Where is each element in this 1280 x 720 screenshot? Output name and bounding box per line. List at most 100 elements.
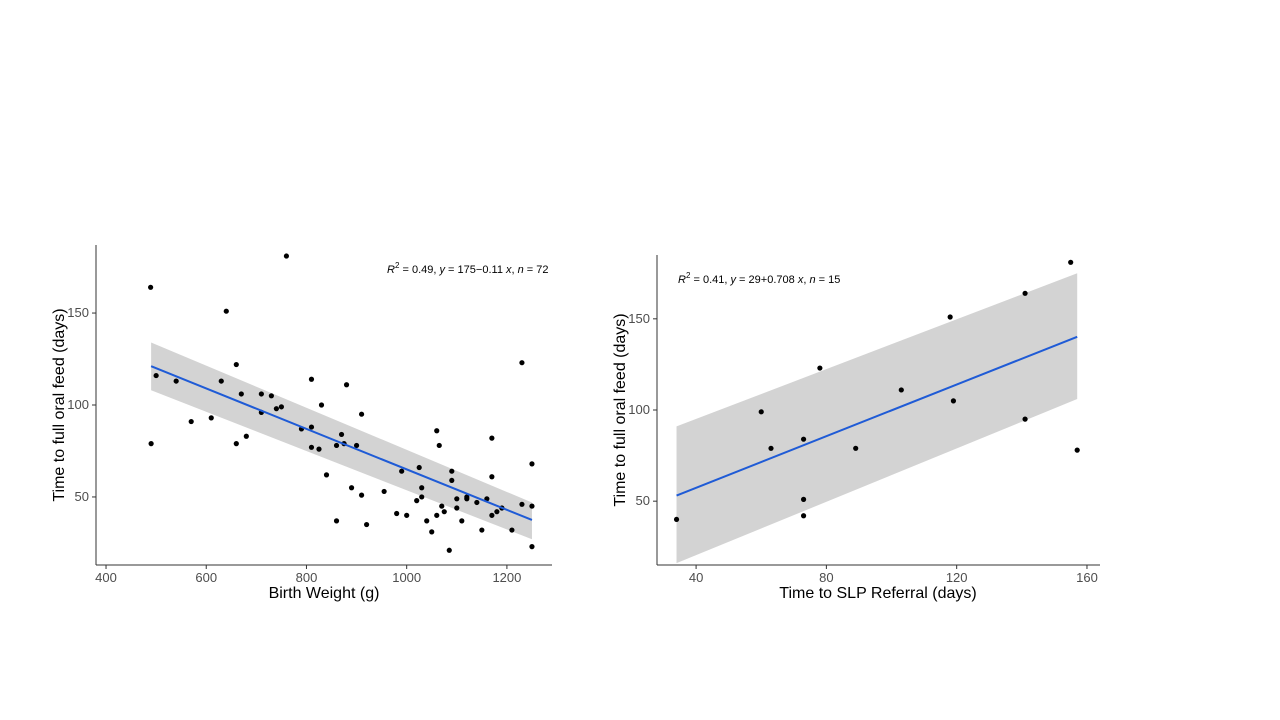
p2-y-ticks: 50 100 150 bbox=[628, 311, 657, 508]
p1-data-point bbox=[188, 418, 194, 425]
p1-data-point bbox=[454, 505, 460, 511]
p1-data-point bbox=[333, 518, 340, 524]
p1-points bbox=[148, 253, 535, 553]
p1-data-point bbox=[308, 444, 315, 450]
p1-data-point bbox=[489, 512, 495, 518]
p1-data-point bbox=[233, 361, 239, 368]
p2-regression-line bbox=[676, 335, 1078, 497]
p1-data-point bbox=[358, 492, 365, 498]
p1-data-point bbox=[484, 496, 490, 502]
p1-data-point bbox=[449, 468, 455, 474]
p2-stat-label: R2 = 0.41, y = 29+0.708 x, n = 15 bbox=[678, 271, 840, 286]
p2-data-point bbox=[947, 314, 953, 320]
p1-data-point bbox=[439, 503, 445, 509]
p1-x-ticks: 400 600 800 1000 1200 bbox=[95, 565, 521, 585]
p2-data-point bbox=[800, 496, 807, 502]
p1-data-point bbox=[416, 464, 422, 471]
p1-data-point bbox=[273, 406, 279, 412]
p2-points bbox=[673, 259, 1080, 523]
p1-data-point bbox=[449, 477, 455, 484]
p1-data-point bbox=[429, 529, 435, 535]
p1-data-point bbox=[489, 474, 495, 480]
p2-data-point bbox=[853, 445, 859, 451]
p1-data-point bbox=[454, 496, 460, 502]
p2-data-point bbox=[898, 387, 904, 393]
p1-data-point bbox=[223, 308, 229, 314]
p2-x-axis-title: Time to SLP Referral (days) bbox=[779, 585, 976, 602]
p1-data-point bbox=[424, 518, 430, 524]
p1-data-point bbox=[343, 382, 350, 388]
p2-y-tick-label: 100 bbox=[628, 402, 650, 417]
p2-data-point bbox=[1022, 416, 1028, 422]
p1-data-point bbox=[148, 284, 154, 290]
p1-data-point bbox=[529, 544, 535, 550]
p1-data-point bbox=[308, 424, 315, 430]
p2-y-axis-title: Time to full oral feed (days) bbox=[612, 313, 629, 506]
p1-data-point bbox=[268, 393, 274, 399]
p1-x-tick-label: 1200 bbox=[492, 570, 521, 585]
panel-slp-referral: 40 80 120 160 50 100 150 Time to SLP Referral… bbox=[612, 255, 1100, 602]
p1-y-tick-label: 150 bbox=[67, 305, 89, 320]
p1-data-point bbox=[441, 509, 447, 515]
p1-data-point bbox=[173, 378, 179, 384]
p1-data-point bbox=[333, 442, 340, 449]
p2-data-point bbox=[950, 398, 957, 404]
p1-data-point bbox=[399, 468, 405, 474]
p1-x-tick-label: 600 bbox=[195, 570, 217, 585]
p2-y-tick-label: 50 bbox=[636, 493, 650, 508]
p1-data-point bbox=[489, 435, 495, 441]
p1-data-point bbox=[363, 521, 370, 528]
p1-x-tick-label: 400 bbox=[95, 570, 117, 585]
p1-data-point bbox=[358, 411, 365, 417]
p2-y-tick-label: 150 bbox=[628, 311, 650, 326]
p1-regression-line bbox=[150, 365, 533, 521]
p1-data-point bbox=[464, 494, 470, 500]
p1-data-point bbox=[494, 509, 500, 515]
panel-birth-weight: 400 600 800 1000 1200 50 100 150 Birth Weight … bbox=[51, 245, 552, 602]
p2-x-tick-label: 160 bbox=[1076, 570, 1098, 585]
p2-data-point bbox=[1068, 259, 1074, 265]
p1-data-point bbox=[414, 498, 420, 504]
p1-confidence-band bbox=[151, 342, 532, 540]
p1-x-tick-label: 1000 bbox=[392, 570, 421, 585]
p2-data-point bbox=[673, 516, 680, 523]
p1-x-tick-label: 800 bbox=[296, 570, 318, 585]
p1-data-point bbox=[419, 494, 425, 500]
p1-data-point bbox=[519, 360, 525, 366]
p1-data-point bbox=[434, 428, 440, 434]
p1-data-point bbox=[353, 442, 360, 449]
p2-data-point bbox=[1022, 290, 1028, 296]
p1-data-point bbox=[381, 488, 387, 495]
p1-data-point bbox=[323, 472, 330, 478]
p1-data-point bbox=[238, 391, 244, 397]
p2-data-point bbox=[768, 445, 774, 451]
p1-data-point bbox=[208, 415, 214, 421]
p1-data-point bbox=[258, 391, 264, 397]
p1-data-point bbox=[529, 503, 535, 509]
p1-data-point bbox=[218, 378, 224, 384]
p1-data-point bbox=[338, 431, 345, 438]
p1-data-point bbox=[404, 512, 410, 518]
p1-stat-label: R2 = 0.49, y = 175−0.11 x, n = 72 bbox=[387, 261, 549, 276]
p1-data-point bbox=[509, 527, 515, 533]
p2-data-point bbox=[758, 409, 764, 415]
p2-data-point bbox=[800, 513, 807, 519]
p1-data-point bbox=[436, 442, 442, 449]
p1-data-point bbox=[474, 499, 480, 506]
p1-data-point bbox=[148, 441, 154, 447]
p2-data-point bbox=[817, 365, 823, 371]
p2-x-ticks: 40 80 120 160 bbox=[689, 565, 1098, 585]
p1-data-point bbox=[318, 402, 325, 408]
p1-y-ticks: 50 100 150 bbox=[67, 305, 96, 504]
p1-data-point bbox=[519, 501, 525, 507]
p1-data-point bbox=[283, 253, 290, 259]
p1-data-point bbox=[529, 461, 535, 467]
p2-x-tick-label: 40 bbox=[689, 570, 703, 585]
p2-data-point bbox=[1074, 447, 1080, 453]
p2-data-point bbox=[800, 436, 807, 442]
p2-x-tick-label: 80 bbox=[819, 570, 833, 585]
p1-data-point bbox=[278, 404, 285, 410]
p1-x-axis-title: Birth Weight (g) bbox=[269, 585, 380, 602]
p1-data-point bbox=[153, 372, 159, 379]
